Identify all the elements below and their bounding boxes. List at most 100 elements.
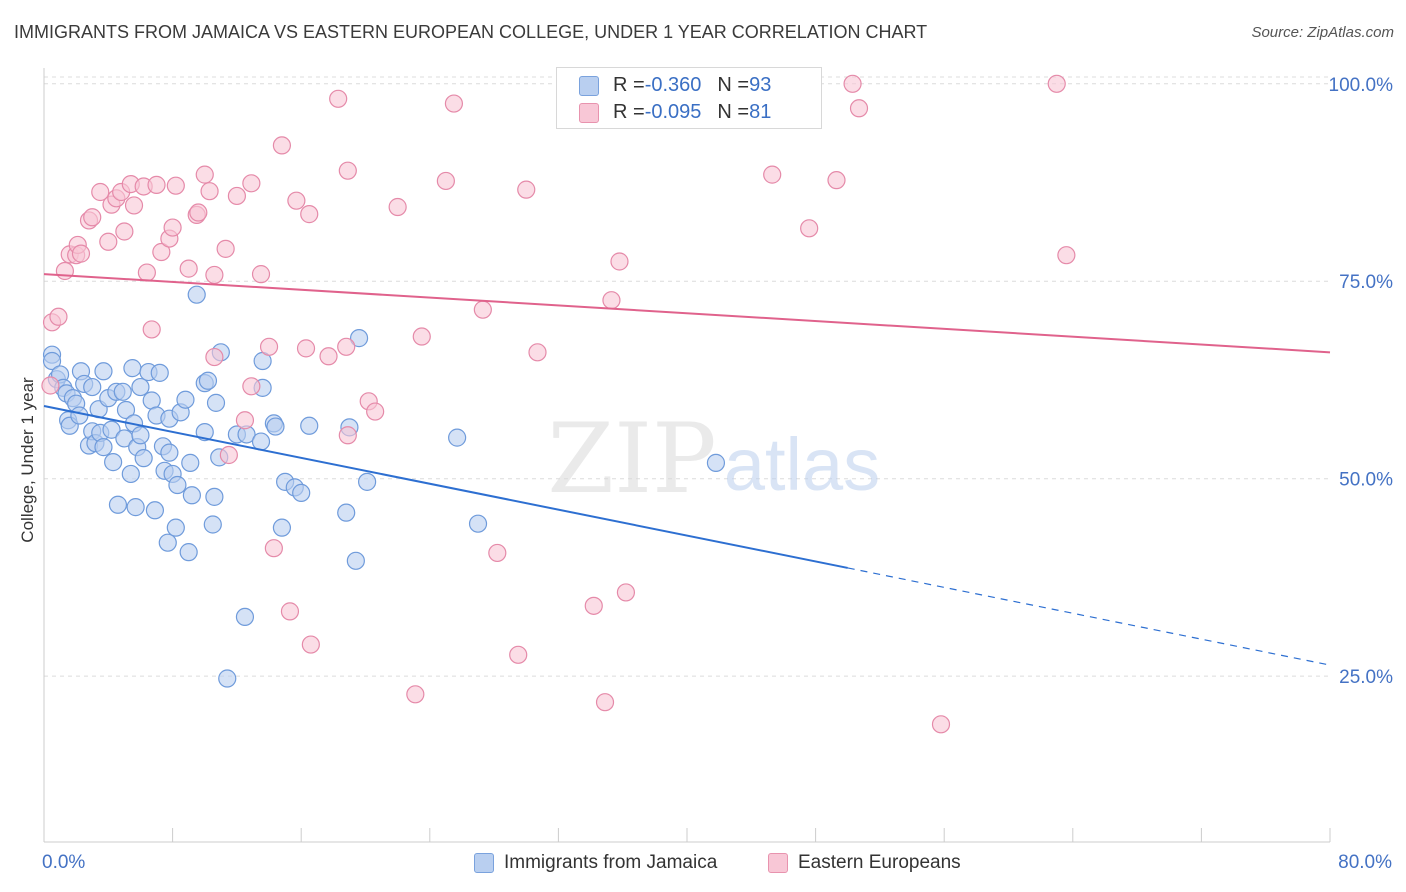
jamaica-point-25 [108,495,128,514]
jamaica-point-30 [123,359,142,378]
jamaica-point-85 [706,453,726,472]
jamaica-point-20 [94,438,113,457]
eastern-point-61 [488,543,507,563]
jamaica-point-83 [448,428,467,447]
eastern-point-15 [115,222,134,241]
jamaica-point-22 [102,420,121,439]
eastern-point-55 [388,197,407,217]
jamaica-point-58 [198,371,218,390]
eastern-point-54 [366,402,385,421]
legend-swatch-jamaica [474,853,494,873]
eastern-point-78 [1057,246,1076,265]
trend-line-jamaica-extension [847,567,1331,666]
watermark-atlas: atlas [724,423,880,506]
eastern-points [41,74,1076,734]
chart-title: IMMIGRANTS FROM JAMAICA VS EASTERN EUROP… [14,22,928,42]
jamaica-point-72 [266,417,285,436]
eastern-point-69 [616,583,636,602]
y-tick-label-100: 100.0% [1329,75,1394,96]
y-tick-label-25: 25.0% [1339,667,1393,688]
eastern-point-25 [166,176,185,195]
eastern-point-33 [216,239,235,258]
jamaica-point-68 [251,432,271,451]
jamaica-point-26 [113,382,132,401]
eastern-point-20 [142,320,161,339]
eastern-point-34 [219,445,238,465]
r-value-jamaica: -0.360 [644,74,702,96]
eastern-point-67 [602,291,621,310]
jamaica-point-77 [300,416,319,435]
eastern-point-17 [124,196,144,215]
eastern-point-77 [1047,74,1066,93]
eastern-point-46 [300,205,319,224]
eastern-point-22 [152,242,171,262]
stats-row-eastern: R = -0.095 N = 81 [579,101,771,124]
eastern-point-0 [41,376,60,395]
bottom-legend: Immigrants from Jamaica Eastern European… [0,852,1406,878]
legend-label-eastern: Eastern Europeans [798,852,961,873]
jamaica-point-41 [150,363,169,382]
gridlines [44,76,1330,677]
jamaica-point-51 [176,390,195,409]
jamaica-point-54 [182,486,201,505]
eastern-point-42 [272,136,292,155]
eastern-point-35 [227,186,246,206]
eastern-point-71 [763,165,782,184]
eastern-point-44 [287,191,306,210]
n-label: N = [717,74,750,96]
eastern-point-48 [319,347,338,366]
watermark-zip: ZIP [547,403,716,515]
eastern-point-50 [337,337,356,356]
jamaica-point-55 [187,285,206,304]
eastern-point-19 [137,263,156,282]
jamaica-point-59 [203,515,222,534]
jamaica-point-48 [166,518,185,537]
eastern-point-52 [338,426,357,445]
legend-item-jamaica[interactable]: Immigrants from Jamaica [474,852,717,874]
y-tick-label-50: 50.0% [1339,470,1393,491]
jamaica-point-35 [131,426,150,445]
trend-line-jamaica [43,405,848,569]
watermark: ZIP atlas [547,403,880,515]
eastern-point-28 [189,203,208,222]
eastern-point-47 [301,635,320,654]
x-tick-label-max: 80.0% [1338,852,1392,873]
jamaica-point-81 [349,329,369,348]
trend-lines [43,273,1331,666]
eastern-point-63 [517,180,536,199]
r-label: R = [613,101,645,123]
jamaica-point-23 [104,453,123,472]
x-tick-label-min: 0.0% [42,852,86,873]
y-axis-label: College, Under 1 year [18,377,37,543]
eastern-point-59 [444,94,464,113]
jamaica-point-82 [358,472,377,491]
jamaica-point-53 [181,453,200,472]
eastern-point-31 [205,265,224,285]
y-tick-labels: 25.0% 50.0% 75.0% 100.0% [1329,75,1394,688]
legend-item-eastern[interactable]: Eastern Europeans [768,852,961,874]
eastern-point-45 [296,339,316,358]
r-label: R = [613,74,645,96]
eastern-point-49 [329,89,348,108]
jamaica-point-57 [195,422,214,442]
eastern-point-36 [235,411,255,430]
eastern-swatch [579,102,599,123]
axes [43,68,1331,843]
eastern-point-62 [509,645,528,664]
eastern-point-37 [242,174,261,193]
jamaica-point-29 [121,464,140,484]
jamaica-point-36 [134,449,153,468]
jamaica-point-61 [206,393,226,412]
eastern-point-73 [827,171,846,190]
eastern-point-10 [91,182,110,202]
eastern-point-51 [338,161,357,180]
eastern-point-32 [205,347,224,367]
eastern-point-26 [179,259,198,278]
y-tick-label-75: 75.0% [1339,272,1393,293]
eastern-point-58 [436,171,455,191]
legend-swatch-eastern [768,853,788,873]
jamaica-point-49 [168,475,187,495]
eastern-point-3 [55,261,74,281]
eastern-point-41 [264,539,283,558]
